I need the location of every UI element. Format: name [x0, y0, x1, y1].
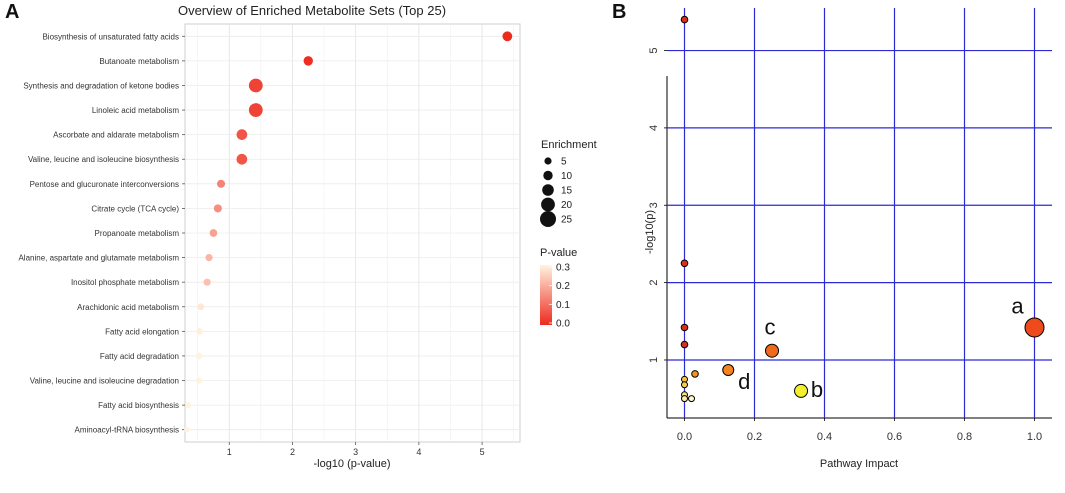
- data-point-b: [765, 343, 779, 358]
- legend-colorbar: [540, 265, 552, 325]
- legend-size-title: Enrichment: [541, 139, 597, 151]
- category-label: Fatty acid elongation: [105, 327, 179, 336]
- x-tick-label-b: 1.0: [1027, 431, 1042, 443]
- x-tick-label-b: 0.4: [817, 431, 832, 443]
- category-label: Arachidonic acid metabolism: [77, 303, 179, 312]
- legend-size-dot: [540, 211, 556, 227]
- category-label: Alanine, aspartate and glutamate metabol…: [18, 254, 179, 263]
- data-point-a: [205, 253, 213, 262]
- legend-size-dot: [543, 170, 553, 181]
- legend-size-label: 10: [561, 171, 573, 182]
- point-label-a: a: [1011, 293, 1024, 318]
- legend-color-label: 0.1: [556, 300, 570, 311]
- x-tick-label-b: 0.0: [677, 431, 692, 443]
- category-label: Valine, leucine and isoleucine biosynthe…: [28, 155, 179, 164]
- category-label: Fatty acid degradation: [100, 352, 179, 361]
- legend-color-label: 0.0: [556, 319, 570, 330]
- x-tick-label-b: 0.2: [747, 431, 762, 443]
- data-point-a: [203, 278, 211, 286]
- legend-size-label: 15: [561, 186, 573, 197]
- data-point-a: [236, 153, 248, 165]
- data-point-b: [680, 259, 689, 268]
- data-point-b: [681, 395, 688, 403]
- category-label: Aminoacyl-tRNA biosynthesis: [75, 426, 179, 435]
- legend-color-label: 0.2: [556, 281, 570, 292]
- category-label: Propanoate metabolism: [95, 229, 180, 238]
- data-point-a: [248, 78, 263, 93]
- data-point-a: [209, 229, 218, 237]
- data-point-b: [794, 383, 809, 398]
- legend-size-dot: [544, 157, 552, 165]
- category-label: Inositol phosphate metabolism: [71, 278, 179, 287]
- data-point-b: [688, 395, 695, 403]
- data-point-a: [216, 179, 226, 188]
- x-tick-label-a: 1: [227, 447, 232, 457]
- data-point-b: [680, 340, 689, 349]
- point-label-b: b: [811, 377, 823, 402]
- chart-b-xlabel: Pathway Impact: [820, 458, 898, 470]
- legend-color-title: P-value: [540, 247, 577, 259]
- x-tick-label-a: 5: [480, 447, 485, 457]
- category-label: Pentose and glucuronate interconversions: [30, 180, 179, 189]
- x-tick-label-b: 0.8: [957, 431, 972, 443]
- data-point-a: [303, 56, 313, 66]
- y-tick-label-b: 3: [648, 202, 660, 208]
- legend-size-label: 5: [561, 157, 567, 168]
- x-tick-label-a: 4: [416, 447, 421, 457]
- category-label: Citrate cycle (TCA cycle): [91, 204, 179, 213]
- y-tick-label-b: 4: [648, 125, 660, 131]
- legend-size-label: 25: [561, 215, 573, 226]
- chart-a-title: Overview of Enriched Metabolite Sets (To…: [178, 3, 446, 18]
- category-label: Valine, leucine and isoleucine degradati…: [30, 377, 179, 386]
- data-point-a: [185, 402, 192, 409]
- data-point-a: [195, 352, 203, 360]
- category-label: Linoleic acid metabolism: [92, 106, 179, 115]
- legend-size-dot: [542, 184, 554, 196]
- point-label-d: d: [738, 369, 750, 394]
- chart-a-xlabel: -log10 (p-value): [313, 458, 390, 470]
- pathway-impact-chart: Pathway Impact -log10(p) 0.0 0.2 0.4 0.6 0.8…: [644, 8, 1052, 470]
- category-label: Butanoate metabolism: [99, 57, 179, 66]
- x-tick-label-a: 2: [290, 447, 295, 457]
- legend-size-dot: [541, 197, 555, 212]
- point-label-c: c: [765, 315, 776, 340]
- data-point-b: [680, 323, 689, 332]
- data-point-a: [248, 103, 263, 117]
- data-point-b: [681, 381, 688, 389]
- enrichment-overview-chart: Overview of Enriched Metabolite Sets (To…: [18, 3, 596, 470]
- category-label: Synthesis and degradation of ketone bodi…: [23, 81, 179, 90]
- data-point-b: [722, 364, 735, 377]
- data-point-b: [691, 370, 699, 378]
- data-point-a: [213, 204, 222, 213]
- data-point-a: [236, 129, 248, 141]
- data-point-b: [1024, 317, 1045, 338]
- panel-b-letter: B: [612, 1, 626, 23]
- y-tick-label-b: 2: [648, 280, 660, 286]
- chart-b-ylabel: -log10(p): [644, 210, 656, 254]
- category-label: Fatty acid biosynthesis: [98, 401, 179, 410]
- category-label: Biosynthesis of unsaturated fatty acids: [42, 32, 179, 41]
- data-point-b: [680, 15, 689, 24]
- data-point-a: [184, 426, 190, 433]
- legend-size-label: 20: [561, 200, 573, 211]
- panel-a-letter: A: [5, 1, 19, 23]
- x-tick-label-a: 3: [353, 447, 358, 457]
- y-tick-label-b: 5: [648, 47, 660, 53]
- category-label: Ascorbate and aldarate metabolism: [53, 131, 179, 140]
- data-point-a: [197, 303, 205, 311]
- legend-color-label: 0.3: [556, 263, 570, 274]
- y-tick-label-b: 1: [648, 357, 660, 363]
- x-tick-label-b: 0.6: [887, 431, 902, 443]
- data-point-a: [195, 377, 203, 384]
- data-point-a: [502, 31, 513, 42]
- data-point-a: [196, 327, 203, 335]
